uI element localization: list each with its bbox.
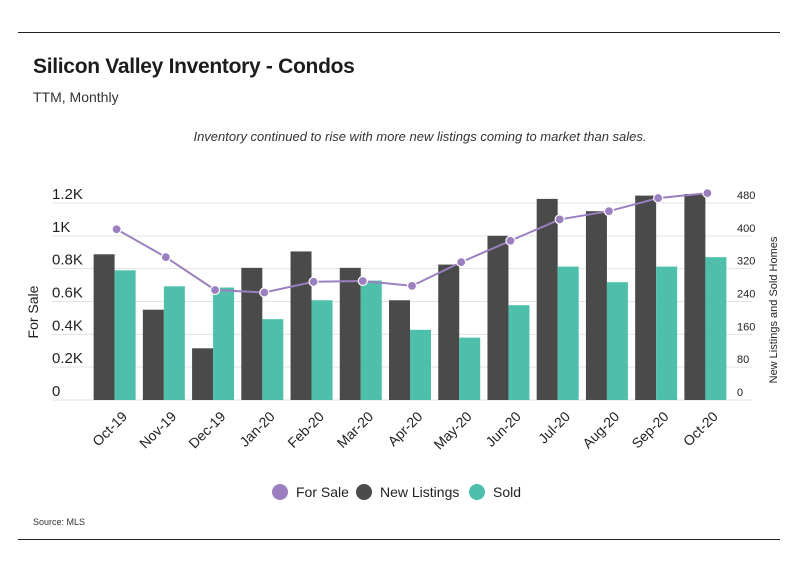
bar-new-listings [339, 267, 361, 400]
legend-label: For Sale [296, 484, 349, 500]
x-tick-label: Oct-20 [680, 408, 721, 449]
y-right-tick-label: 480 [737, 190, 755, 202]
bottom-rule [18, 539, 780, 540]
chart-title: Silicon Valley Inventory - Condos [33, 55, 355, 78]
y-right-tick-label: 400 [737, 223, 755, 235]
y-right-tick-label: 320 [737, 256, 755, 268]
bar-new-listings [438, 264, 460, 400]
legend-label: New Listings [380, 484, 459, 500]
for-sale-point [456, 257, 467, 268]
x-tick-label: Oct-19 [89, 408, 130, 449]
x-tick-label: Feb-20 [284, 408, 327, 451]
x-tick-label: May-20 [430, 408, 474, 452]
for-sale-point [554, 214, 565, 225]
for-sale-point [653, 192, 664, 204]
for-sale-line [116, 192, 708, 294]
y-right-tick-label: 80 [737, 354, 749, 366]
legend-label: Sold [493, 484, 521, 500]
legend-marker [356, 484, 372, 500]
bar-new-listings [241, 267, 263, 400]
bar-sold [606, 282, 628, 400]
bar-new-listings [635, 195, 657, 400]
x-tick-label: Jun-20 [482, 408, 524, 450]
bar-new-listings [290, 251, 312, 400]
bar-sold [163, 286, 185, 400]
x-tick-label: Mar-20 [334, 408, 377, 451]
bar-sold [705, 257, 727, 400]
top-rule [18, 32, 780, 33]
chart-subtitle: TTM, Monthly [33, 89, 119, 105]
bar-sold [557, 266, 579, 400]
for-sale-point [406, 280, 418, 292]
bar-new-listings [536, 198, 558, 400]
y-right-axis-title: New Listings and Sold Homes [768, 236, 780, 383]
bar-new-listings [93, 254, 115, 400]
bar-sold [213, 287, 235, 400]
for-sale-point [603, 206, 615, 217]
for-sale-point [357, 275, 368, 287]
y-left-tick-label: 0.8K [52, 252, 83, 269]
chart-annotation: Inventory continued to rise with more ne… [193, 129, 647, 144]
for-sale-point [308, 276, 319, 287]
x-tick-label: Sep-20 [628, 408, 671, 451]
for-sale-point [505, 235, 516, 246]
bar-sold [459, 337, 481, 400]
bar-new-listings [684, 193, 706, 400]
y-left-tick-label: 0.2K [52, 350, 83, 367]
x-tick-label: Apr-20 [384, 408, 425, 449]
y-left-tick-label: 1.2K [52, 186, 83, 203]
source-note: Source: MLS [33, 517, 86, 527]
x-tick-label: Jul-20 [535, 408, 573, 446]
x-tick-label: Dec-19 [185, 408, 228, 451]
bar-sold [508, 305, 530, 400]
y-left-axis-title: For Sale [25, 285, 41, 338]
bar-sold [410, 329, 431, 400]
for-sale-point [702, 188, 713, 199]
bar-new-listings [389, 300, 410, 400]
legend: For Sale New Listings Sold [272, 484, 521, 500]
x-tick-label: Nov-19 [136, 408, 179, 451]
bar-new-listings [585, 211, 607, 400]
line-layer [111, 188, 713, 298]
bars-layer [93, 193, 727, 400]
for-sale-point [209, 284, 221, 296]
bar-sold [311, 300, 333, 400]
for-sale-point [111, 224, 122, 235]
y-left-tick-label: 0.6K [52, 285, 83, 302]
bar-new-listings [192, 348, 214, 400]
y-left-tick-label: 0.4K [52, 317, 83, 334]
bar-sold [114, 270, 136, 400]
legend-marker [272, 484, 288, 500]
bar-new-listings [142, 309, 164, 400]
y-right-tick-label: 160 [737, 321, 755, 333]
y-right-tick-label: 0 [737, 387, 743, 399]
y-left-tick-label: 1K [52, 219, 70, 236]
for-sale-point [160, 252, 171, 263]
bar-sold [656, 266, 678, 400]
bar-new-listings [487, 235, 509, 400]
x-tick-label: Aug-20 [579, 408, 622, 451]
x-tick-label: Jan-20 [236, 408, 278, 450]
for-sale-point [259, 287, 270, 298]
y-right-tick-label: 240 [737, 289, 755, 301]
bar-sold [360, 280, 382, 400]
y-left-tick-label: 0 [52, 383, 60, 400]
bar-sold [262, 319, 284, 400]
legend-marker [469, 484, 485, 500]
